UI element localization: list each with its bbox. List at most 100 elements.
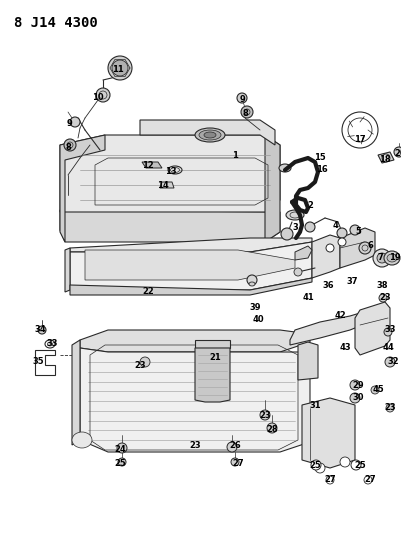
Polygon shape: [311, 235, 339, 278]
Text: 33: 33: [383, 326, 395, 335]
Text: 8: 8: [65, 143, 71, 152]
Polygon shape: [70, 242, 311, 290]
Circle shape: [393, 147, 401, 157]
Text: 24: 24: [114, 446, 126, 455]
Text: 9: 9: [239, 95, 245, 104]
Circle shape: [339, 457, 349, 467]
Text: 41: 41: [302, 294, 313, 303]
Circle shape: [349, 225, 359, 235]
Polygon shape: [194, 348, 229, 402]
Circle shape: [246, 275, 256, 285]
Circle shape: [96, 88, 110, 102]
Text: 18: 18: [378, 156, 390, 165]
Text: 9: 9: [67, 119, 73, 128]
Text: 32: 32: [386, 358, 398, 367]
Ellipse shape: [72, 432, 92, 448]
Circle shape: [378, 294, 386, 302]
Polygon shape: [80, 348, 309, 452]
Text: 30: 30: [351, 393, 363, 402]
Polygon shape: [80, 330, 309, 352]
Text: 21: 21: [209, 353, 220, 362]
Polygon shape: [160, 182, 174, 188]
Circle shape: [314, 463, 324, 473]
Text: 5: 5: [354, 228, 360, 237]
Polygon shape: [65, 248, 70, 292]
Circle shape: [241, 106, 252, 118]
Circle shape: [385, 404, 393, 412]
Circle shape: [372, 249, 390, 267]
Circle shape: [384, 357, 394, 367]
Polygon shape: [60, 210, 279, 242]
Circle shape: [363, 476, 371, 484]
Circle shape: [117, 443, 127, 453]
Ellipse shape: [203, 132, 215, 138]
Text: 14: 14: [157, 181, 168, 190]
Text: 29: 29: [351, 381, 363, 390]
Text: 36: 36: [321, 281, 333, 290]
Ellipse shape: [198, 130, 221, 140]
Circle shape: [112, 60, 128, 76]
Text: 39: 39: [249, 303, 260, 312]
Polygon shape: [289, 310, 369, 345]
Text: 2: 2: [306, 200, 312, 209]
Circle shape: [293, 268, 301, 276]
Circle shape: [383, 328, 391, 336]
Text: 20: 20: [393, 149, 401, 157]
Polygon shape: [354, 302, 389, 355]
Polygon shape: [60, 135, 105, 242]
Ellipse shape: [285, 210, 303, 220]
Circle shape: [325, 476, 333, 484]
Circle shape: [38, 326, 46, 334]
Polygon shape: [294, 246, 311, 260]
Ellipse shape: [278, 164, 290, 172]
Text: 23: 23: [189, 440, 200, 449]
Text: 8 J14 4300: 8 J14 4300: [14, 16, 97, 30]
Ellipse shape: [248, 282, 254, 286]
Text: 34: 34: [34, 326, 46, 335]
Circle shape: [358, 242, 370, 254]
Circle shape: [231, 458, 239, 466]
Circle shape: [325, 244, 333, 252]
Text: 31: 31: [308, 400, 320, 409]
Circle shape: [70, 117, 80, 127]
Polygon shape: [194, 340, 229, 348]
Text: 12: 12: [142, 160, 154, 169]
Text: 3: 3: [292, 223, 297, 232]
Text: 13: 13: [165, 167, 176, 176]
Text: 38: 38: [375, 280, 387, 289]
Text: 45: 45: [371, 385, 383, 394]
Text: 10: 10: [92, 93, 103, 101]
Polygon shape: [85, 250, 294, 280]
Ellipse shape: [386, 254, 396, 262]
Text: 25: 25: [353, 461, 365, 470]
Polygon shape: [140, 120, 274, 145]
Text: 26: 26: [229, 440, 240, 449]
Text: 44: 44: [381, 343, 393, 352]
Text: 28: 28: [265, 425, 277, 434]
Text: 25: 25: [308, 461, 320, 470]
Text: 17: 17: [353, 135, 365, 144]
Text: 6: 6: [366, 240, 372, 249]
Circle shape: [64, 139, 76, 151]
Text: 23: 23: [383, 403, 395, 413]
Ellipse shape: [194, 128, 225, 142]
Ellipse shape: [383, 251, 399, 265]
Polygon shape: [301, 398, 354, 468]
Text: 4: 4: [332, 222, 338, 230]
Circle shape: [280, 228, 292, 240]
Text: 8: 8: [241, 109, 247, 117]
Polygon shape: [377, 152, 393, 163]
Circle shape: [237, 93, 246, 103]
Text: 25: 25: [114, 458, 126, 467]
Text: 7: 7: [376, 254, 382, 262]
Circle shape: [140, 357, 150, 367]
Circle shape: [350, 460, 360, 470]
Circle shape: [376, 253, 386, 263]
Circle shape: [304, 222, 314, 232]
Text: 23: 23: [134, 360, 146, 369]
Text: 27: 27: [363, 475, 375, 484]
Text: 1: 1: [231, 150, 237, 159]
Polygon shape: [297, 342, 317, 380]
Text: 37: 37: [345, 278, 357, 287]
Text: 23: 23: [378, 294, 390, 303]
